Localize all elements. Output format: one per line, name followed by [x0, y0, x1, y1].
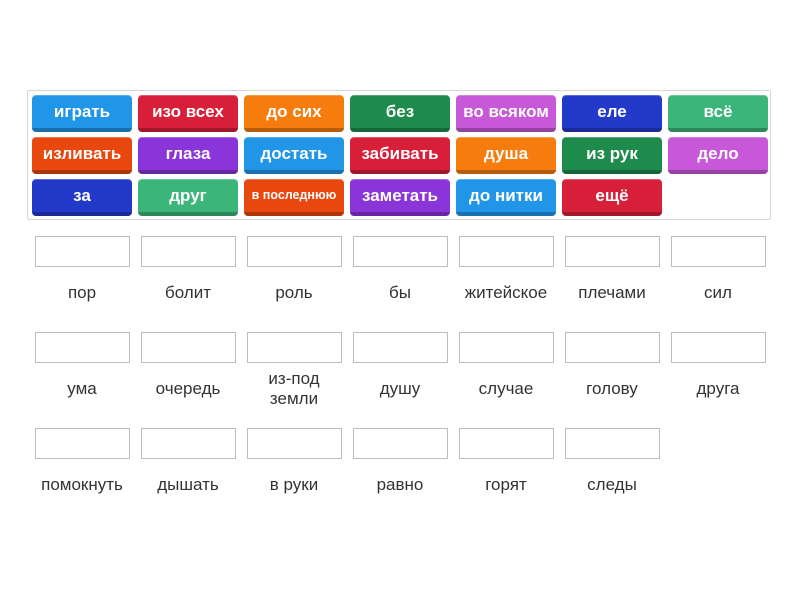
slot-label: в руки	[269, 475, 319, 494]
word-tile[interactable]: изо всех	[138, 95, 238, 132]
slot-label: житейское	[464, 283, 548, 302]
word-tile[interactable]: душа	[456, 137, 556, 174]
drop-slot[interactable]	[35, 236, 130, 267]
slot-label: из-под земли	[268, 369, 320, 408]
drop-slot[interactable]	[141, 332, 236, 363]
slot-label: случае	[478, 379, 534, 398]
drop-slot[interactable]	[459, 236, 554, 267]
word-tile[interactable]: играть	[32, 95, 132, 132]
drop-slot[interactable]	[565, 428, 660, 459]
slot-label: голову	[586, 379, 638, 398]
drop-slot[interactable]	[353, 332, 448, 363]
word-tile[interactable]: дело	[668, 137, 768, 174]
drop-slot[interactable]	[353, 428, 448, 459]
tile-bank: играть изо всех до сих без во всяком еле всё из…	[27, 90, 771, 220]
drop-slot[interactable]	[247, 428, 342, 459]
drop-slot[interactable]	[459, 428, 554, 459]
slot-label: дышать	[157, 475, 219, 494]
word-tile[interactable]: глаза	[138, 137, 238, 174]
drop-slot[interactable]	[565, 332, 660, 363]
drop-slot[interactable]	[459, 332, 554, 363]
word-tile[interactable]: достать	[244, 137, 344, 174]
slot-label: сил	[704, 283, 732, 302]
word-tile[interactable]: забивать	[350, 137, 450, 174]
drop-slot[interactable]	[247, 332, 342, 363]
drop-slot[interactable]	[565, 236, 660, 267]
word-tile[interactable]: еле	[562, 95, 662, 132]
slot-label: равно	[376, 475, 424, 494]
word-tile[interactable]: до сих	[244, 95, 344, 132]
word-tile[interactable]: в последнюю	[244, 179, 344, 216]
word-tile[interactable]: без	[350, 95, 450, 132]
word-tile[interactable]: ещё	[562, 179, 662, 216]
drop-slot[interactable]	[247, 236, 342, 267]
drop-slot[interactable]	[671, 332, 766, 363]
drop-slot[interactable]	[35, 428, 130, 459]
slot-label: пор	[67, 283, 97, 302]
word-tile[interactable]: заметать	[350, 179, 450, 216]
word-tile[interactable]: всё	[668, 95, 768, 132]
drop-slot[interactable]	[141, 236, 236, 267]
slot-label: душу	[379, 379, 421, 398]
word-tile[interactable]: за	[32, 179, 132, 216]
word-tile[interactable]: до нитки	[456, 179, 556, 216]
word-tile[interactable]: во всяком	[456, 95, 556, 132]
word-tile[interactable]: из рук	[562, 137, 662, 174]
slot-label: роль	[275, 283, 313, 302]
drop-slot[interactable]	[671, 236, 766, 267]
slot-label: горят	[485, 475, 527, 494]
slot-label: помокнуть	[41, 475, 123, 494]
word-tile[interactable]: друг	[138, 179, 238, 216]
drop-slot[interactable]	[35, 332, 130, 363]
slot-label: болит	[164, 283, 212, 302]
slot-label: друга	[696, 379, 740, 398]
slot-label: плечами	[578, 283, 646, 302]
word-tile[interactable]: изливать	[32, 137, 132, 174]
drop-slot[interactable]	[141, 428, 236, 459]
drop-slot[interactable]	[353, 236, 448, 267]
slot-label: следы	[587, 475, 637, 494]
slot-label: бы	[389, 283, 411, 302]
slot-label: ума	[67, 379, 97, 398]
slot-label: очередь	[155, 379, 221, 398]
